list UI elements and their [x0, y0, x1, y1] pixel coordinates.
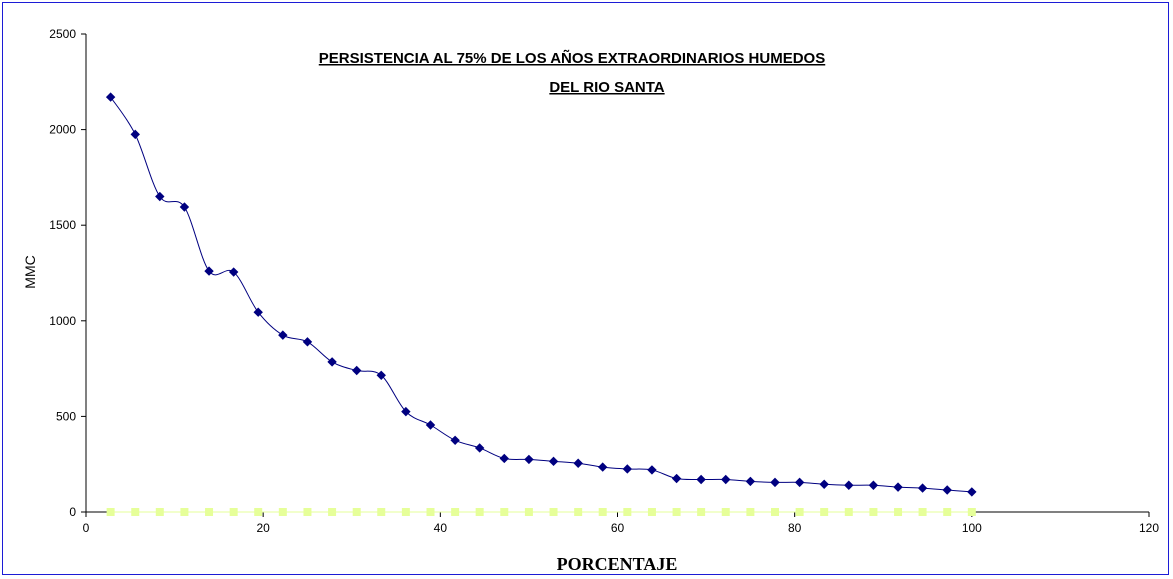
data-point: [549, 508, 558, 516]
data-point: [770, 477, 780, 488]
data-point: [869, 508, 878, 516]
data-point: [253, 307, 263, 317]
series-line: [110, 96, 972, 493]
data-point: [771, 508, 780, 516]
data-point: [229, 508, 238, 516]
data-point: [795, 508, 804, 516]
data-point: [696, 474, 706, 485]
x-axis-label: PORCENTAJE: [557, 554, 678, 574]
data-point: [425, 420, 436, 430]
data-point: [819, 479, 829, 489]
x-tick-label: 60: [611, 521, 625, 535]
data-point: [622, 464, 633, 474]
data-point: [746, 508, 755, 516]
data-point: [868, 480, 879, 490]
data-point: [967, 508, 976, 516]
x-tick-label: 40: [434, 521, 448, 535]
y-tick-label: 500: [56, 409, 76, 423]
data-point: [474, 443, 485, 453]
data-point: [672, 508, 681, 516]
data-point: [180, 508, 189, 516]
data-point: [574, 508, 583, 516]
data-point: [918, 508, 927, 516]
data-point: [844, 508, 853, 516]
data-point: [942, 485, 952, 495]
data-point: [524, 508, 533, 516]
data-point: [155, 191, 165, 202]
data-point: [548, 456, 559, 467]
data-point: [205, 508, 214, 516]
x-tick-label: 80: [788, 521, 802, 535]
axes: 0 500 1000 1500 2000 2500 0 20 40 60 80 100 120: [49, 27, 1159, 535]
data-point: [131, 508, 140, 516]
data-point: [524, 454, 534, 465]
x-tick-label: 120: [1139, 521, 1159, 535]
data-point: [721, 508, 730, 516]
data-point: [623, 508, 632, 516]
y-tick-label: 0: [69, 505, 76, 519]
text-layer: PERSISTENCIA AL 75% DE LOS AÑOS EXTRAORD…: [22, 49, 825, 574]
data-point: [844, 480, 854, 490]
data-point: [327, 357, 337, 367]
data-point: [155, 508, 164, 516]
data-point: [278, 508, 287, 516]
y-tick-label: 2000: [49, 123, 76, 137]
data-point: [352, 365, 362, 376]
chart-title-line-2: DEL RIO SANTA: [549, 79, 664, 96]
data-point: [401, 406, 411, 417]
data-point: [377, 508, 386, 516]
x-tick-label: 20: [256, 521, 270, 535]
data-point: [352, 508, 361, 516]
data-point: [105, 92, 116, 102]
data-point: [450, 435, 460, 446]
x-tick-label: 100: [962, 521, 982, 535]
data-point: [745, 476, 756, 487]
data-point: [204, 266, 214, 276]
data-point: [794, 477, 805, 488]
data-point: [597, 462, 608, 472]
data-point: [426, 508, 435, 516]
x-tick-label: 0: [83, 521, 90, 535]
y-tick-label: 1500: [49, 218, 76, 232]
y-tick-label: 2500: [49, 27, 76, 41]
data-point: [254, 508, 263, 516]
y-tick-label: 1000: [49, 314, 76, 328]
data-point: [943, 508, 952, 516]
data-point: [376, 370, 386, 380]
data-point: [721, 474, 731, 485]
data-point: [917, 483, 928, 493]
data-point: [500, 508, 509, 516]
data-point: [228, 267, 239, 277]
data-point: [671, 473, 682, 484]
data-point: [179, 202, 190, 212]
data-point: [302, 337, 313, 347]
data-point: [130, 129, 140, 140]
data-point: [106, 508, 115, 516]
series-0: [105, 92, 977, 497]
data-point: [401, 508, 410, 516]
data-point: [820, 508, 829, 516]
y-axis-label: MMC: [22, 255, 38, 288]
series-layer: [105, 92, 977, 516]
data-point: [598, 508, 607, 516]
data-point: [893, 482, 903, 492]
data-point: [894, 508, 903, 516]
data-point: [967, 487, 977, 497]
data-point: [647, 465, 657, 475]
data-point: [573, 458, 583, 468]
series-1: [106, 508, 976, 516]
data-point: [303, 508, 312, 516]
data-point: [278, 330, 288, 340]
data-point: [697, 508, 706, 516]
data-point: [647, 508, 656, 516]
data-point: [451, 508, 460, 516]
chart-title-line-1: PERSISTENCIA AL 75% DE LOS AÑOS EXTRAORD…: [319, 49, 825, 67]
data-point: [328, 508, 337, 516]
data-point: [475, 508, 484, 516]
data-point: [499, 453, 509, 464]
